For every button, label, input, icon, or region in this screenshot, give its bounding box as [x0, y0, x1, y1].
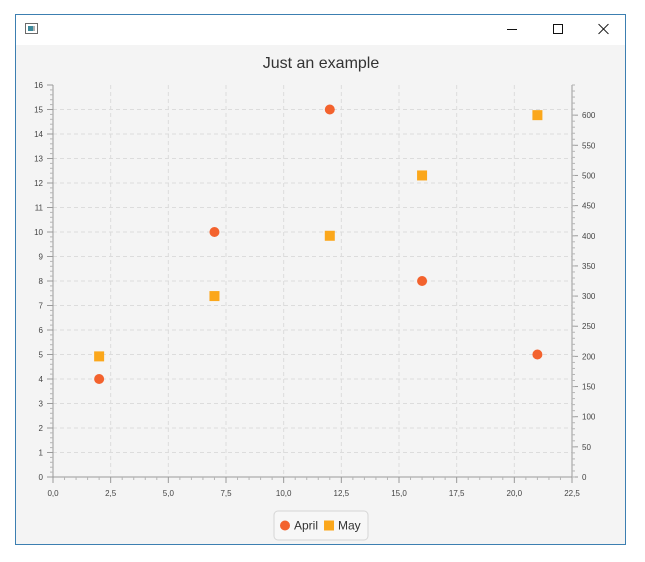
x-tick-label: 0,0 — [47, 489, 59, 498]
y-tick-label-right: 150 — [582, 383, 596, 392]
point-april — [417, 276, 428, 286]
y-tick-label-left: 6 — [39, 326, 44, 335]
axes: 0,0 2,5 5,0 7,5 10,0 12,5 15,0 17,5 20,0 22,50123… — [34, 81, 596, 498]
y-tick-label-left: 15 — [34, 106, 43, 115]
y-tick-label-right: 300 — [582, 292, 596, 301]
y-tick-label-left: 4 — [39, 375, 44, 384]
x-tick-label: 12,5 — [334, 489, 350, 498]
y-tick-label-left: 7 — [39, 302, 44, 311]
point-may — [209, 291, 220, 302]
x-tick-label: 2,5 — [105, 489, 117, 498]
x-tick-label: 22,5 — [564, 489, 580, 498]
legend-marker-may — [324, 520, 335, 531]
y-tick-label-left: 5 — [39, 351, 44, 360]
point-may — [94, 351, 105, 362]
title-bar[interactable] — [16, 15, 625, 45]
x-tick-label: 7,5 — [220, 489, 232, 498]
y-tick-label-left: 11 — [35, 204, 44, 213]
y-tick-label-left: 14 — [34, 130, 43, 139]
y-tick-label-right: 400 — [582, 232, 596, 241]
legend: April May — [273, 510, 369, 541]
legend-label-may: May — [338, 519, 361, 533]
x-tick-label: 5,0 — [163, 489, 175, 498]
point-april — [209, 227, 220, 237]
x-tick-label: 10,0 — [276, 489, 292, 498]
application-window — [15, 14, 626, 545]
y-tick-label-right: 50 — [582, 443, 591, 452]
y-tick-label-left: 16 — [34, 81, 43, 90]
y-tick-label-right: 350 — [582, 262, 596, 271]
y-tick-label-left: 0 — [39, 473, 44, 482]
x-tick-label: 17,5 — [449, 489, 465, 498]
point-may — [324, 230, 335, 241]
minimize-icon — [507, 29, 517, 30]
minimize-button[interactable] — [489, 15, 535, 45]
data-points — [94, 104, 543, 384]
y-tick-label-right: 200 — [582, 352, 596, 361]
y-tick-label-right: 0 — [582, 473, 587, 482]
x-tick-label: 15,0 — [391, 489, 407, 498]
grid-lines — [53, 85, 572, 477]
point-april — [532, 349, 543, 360]
y-tick-label-right: 100 — [582, 413, 596, 422]
point-may — [532, 110, 543, 121]
app-window-icon[interactable] — [25, 23, 38, 34]
y-tick-label-left: 13 — [34, 155, 43, 164]
chart-title: Just an example — [263, 55, 380, 72]
legend-marker-april — [280, 520, 290, 531]
y-tick-label-right: 500 — [582, 171, 596, 180]
point-april — [324, 104, 335, 115]
y-tick-label-right: 250 — [582, 322, 596, 331]
maximize-button[interactable] — [535, 15, 581, 45]
y-tick-label-right: 450 — [582, 202, 596, 211]
point-april — [94, 374, 105, 384]
y-tick-label-left: 2 — [39, 424, 44, 433]
legend-box — [273, 510, 369, 541]
y-tick-label-left: 1 — [39, 449, 44, 458]
legend-label-april: April — [294, 519, 318, 533]
y-tick-label-left: 10 — [34, 228, 43, 237]
y-tick-label-left: 3 — [39, 400, 44, 409]
point-may — [417, 170, 428, 181]
y-tick-label-left: 8 — [39, 277, 44, 286]
y-tick-label-right: 550 — [582, 141, 596, 150]
y-tick-label-left: 9 — [39, 253, 44, 262]
y-tick-label-right: 600 — [582, 111, 596, 120]
x-tick-label: 20,0 — [507, 489, 523, 498]
maximize-icon — [553, 24, 563, 34]
y-tick-label-left: 12 — [34, 179, 43, 188]
